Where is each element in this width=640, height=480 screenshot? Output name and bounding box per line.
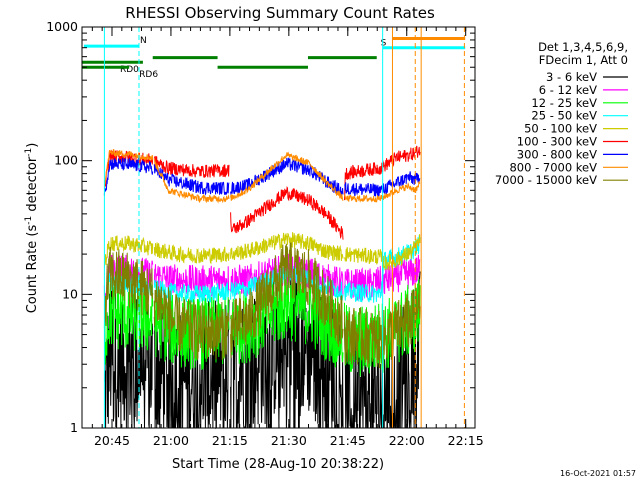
y-label-mid: detector <box>25 156 40 216</box>
x-tick-label: 20:45 <box>94 433 130 448</box>
y-ticks: 1 10 100 1000 <box>46 19 475 435</box>
plot-frame <box>81 26 476 429</box>
y-tick-label: 1 <box>70 420 78 435</box>
y-axis-label: Count Rate (s-1 detector-1) <box>24 143 40 314</box>
x-ticks: 20:45 21:00 21:15 21:30 21:45 22:00 22:15 <box>91 27 484 448</box>
y-tick-label: 100 <box>54 153 78 168</box>
legend-label: 6 - 12 keV <box>539 83 597 97</box>
y-tick-label: 10 <box>62 286 78 301</box>
x-tick-label: 21:30 <box>271 433 307 448</box>
legend-label: 100 - 300 keV <box>517 135 597 149</box>
interval-label: N <box>140 36 147 46</box>
y-label-main: Count Rate (s <box>25 225 40 314</box>
legend-label: 25 - 50 keV <box>531 109 597 123</box>
timestamp: 16-Oct-2021 01:57 <box>560 469 636 478</box>
legend-label: 800 - 7000 keV <box>509 160 597 174</box>
legend-label: 12 - 25 keV <box>531 96 597 110</box>
x-tick-label: 21:15 <box>212 433 248 448</box>
interval-label: S <box>381 39 387 49</box>
legend-label: 7000 - 15000 keV <box>495 173 597 187</box>
series-lines <box>103 145 421 430</box>
legend: Det 1,3,4,5,6,9, FDecim 1, Att 0 3 - 6 k… <box>495 40 628 187</box>
legend-header-line-2: FDecim 1, Att 0 <box>539 53 628 67</box>
x-axis-label: Start Time (28-Aug-10 20:38:22) <box>172 457 384 472</box>
y-label-sup1: -1 <box>24 216 34 225</box>
series-line <box>103 145 421 240</box>
y-label-sup2: -1 <box>24 148 34 157</box>
legend-label: 300 - 800 keV <box>517 147 597 161</box>
legend-header-line-1: Det 1,3,4,5,6,9, <box>538 40 628 54</box>
interval-label: RD6 <box>139 70 158 80</box>
x-tick-label: 22:15 <box>448 433 484 448</box>
series-line <box>103 232 421 271</box>
y-label-end: ) <box>25 143 40 148</box>
x-tick-label: 21:00 <box>153 433 189 448</box>
x-tick-label: 22:00 <box>389 433 425 448</box>
interval-label: RD0 <box>120 65 139 75</box>
legend-label: 50 - 100 keV <box>524 122 597 136</box>
legend-label: 3 - 6 keV <box>546 70 597 84</box>
chart-title: RHESSI Observing Summary Count Rates <box>125 4 435 22</box>
x-tick-label: 21:45 <box>330 433 366 448</box>
attenuator-vlines <box>103 27 465 428</box>
series-line <box>104 271 421 430</box>
y-tick-label: 1000 <box>46 19 78 34</box>
series-line <box>103 242 421 369</box>
series-line <box>103 157 421 197</box>
series-line <box>103 148 421 204</box>
